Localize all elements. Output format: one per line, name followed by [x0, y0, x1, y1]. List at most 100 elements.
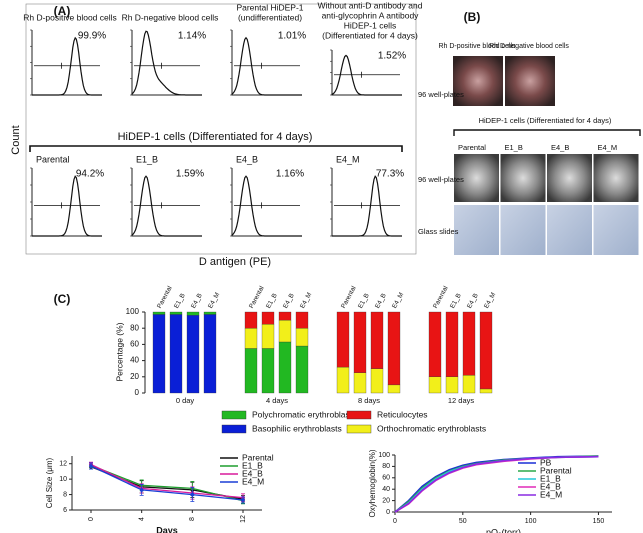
axis-label: D antigen (PE)	[199, 256, 271, 268]
point	[139, 488, 144, 492]
percent-label: 1.01%	[278, 31, 306, 42]
histogram-title: E4_M	[336, 154, 360, 164]
bar-segment	[203, 314, 217, 394]
photo	[454, 205, 499, 255]
bar-segment	[353, 372, 367, 394]
x-tick-label: E4_M	[207, 291, 221, 309]
photo	[593, 205, 639, 255]
x-tick-label: E1_B	[173, 292, 187, 309]
y-tick-label: 12	[59, 461, 67, 468]
point	[190, 492, 195, 497]
legend-label: Polychromatic erythroblasts	[252, 409, 356, 419]
bar-segment	[445, 376, 459, 394]
bar-segment	[244, 328, 258, 349]
x-tick-label: E4_B	[466, 292, 480, 309]
axis-label: Oxyhemoglobin(%)	[368, 449, 377, 517]
bar-segment	[462, 375, 476, 394]
legend-label: E4_M	[540, 489, 562, 499]
histogram-title: Without anti-D antibody and	[318, 0, 423, 10]
bar-segment	[186, 311, 200, 316]
bar-segment	[261, 311, 275, 325]
histogram-title: E4_B	[236, 154, 258, 164]
bar-segment	[370, 368, 384, 394]
y-tick-label: 40	[130, 356, 139, 365]
legend-swatch	[346, 424, 372, 434]
x-tick-label: 0	[393, 518, 397, 525]
y-tick-label: 0	[135, 388, 140, 397]
x-tick-label: Parental	[156, 285, 174, 310]
bar-segment	[278, 311, 292, 321]
y-tick-label: 80	[130, 323, 139, 332]
legend-label: Basophilic erythroblasts	[252, 423, 342, 433]
axes	[71, 456, 262, 511]
point	[89, 464, 93, 468]
bar-segment	[336, 311, 350, 368]
bar-segment	[387, 384, 401, 394]
x-tick-label: E4_M	[299, 291, 313, 309]
legend-label: E4_M	[242, 476, 264, 486]
legend-swatch	[221, 410, 247, 420]
histogram-curve	[331, 54, 402, 96]
bar-segment	[295, 345, 309, 394]
bar-segment	[479, 311, 493, 390]
percent-label: 99.9%	[78, 31, 106, 42]
group-bracket	[453, 129, 641, 136]
x-tick-label: 8	[189, 517, 196, 521]
histogram-curve	[131, 175, 202, 237]
photo-column-label: Parental	[458, 143, 486, 152]
series-line	[90, 463, 244, 499]
photo-column-label: Rh D-positive blood cells	[438, 43, 516, 50]
y-tick-label: 60	[130, 340, 139, 349]
bar-segment	[387, 311, 401, 386]
bar-segment	[479, 388, 493, 394]
legend-label: E1_B	[242, 460, 263, 470]
x-tick-label: E4_B	[282, 292, 296, 309]
bar-segment	[244, 311, 258, 329]
photo	[500, 205, 546, 255]
photo	[454, 154, 499, 202]
panel-label: (B)	[464, 10, 481, 24]
photo	[500, 154, 546, 202]
series-line	[394, 455, 599, 513]
bar-segment	[203, 311, 217, 315]
histogram-title: (Differentiated for 4 days)	[322, 30, 418, 40]
x-tick-label: E1_B	[357, 292, 371, 309]
bar-segment	[295, 311, 309, 329]
bar-segment	[295, 328, 309, 347]
histogram-title: Rh D-negative blood cells	[122, 12, 219, 22]
bar-segment	[186, 315, 200, 394]
photo	[547, 154, 592, 202]
row-label: Glass slides	[418, 227, 459, 236]
bar-segment	[261, 323, 275, 349]
bar-segment	[428, 376, 442, 394]
histogram-title: anti-glycophrin A antibody	[322, 10, 420, 20]
group-bracket	[29, 145, 403, 152]
axis-label: Count	[10, 125, 22, 154]
bar-segment	[353, 311, 367, 373]
photo	[547, 205, 592, 255]
series-line	[90, 466, 244, 500]
group-label: 12 days	[448, 396, 475, 405]
bar-segment	[169, 314, 183, 394]
x-tick-label: Parental	[340, 285, 358, 310]
histogram-title: HiDEP-1 cells	[344, 20, 396, 30]
bar-segment	[462, 311, 476, 376]
bar-segment	[244, 348, 258, 394]
group-label: 8 days	[358, 396, 380, 405]
group-label: 4 days	[266, 396, 288, 405]
legend-label: E4_B	[540, 481, 561, 491]
y-tick-label: 100	[126, 307, 140, 316]
legend-label: Parental	[540, 465, 572, 475]
legend-label: Reticulocytes	[377, 409, 428, 419]
photo-column-label: E4_B	[551, 143, 569, 152]
y-tick-label: 20	[382, 497, 390, 504]
x-tick-label: 50	[459, 518, 467, 525]
legend-label: E1_B	[540, 473, 561, 483]
panel-a-frame	[25, 3, 417, 255]
x-tick-label: E4_B	[374, 292, 388, 309]
percent-label: 1.59%	[176, 169, 204, 180]
group-label: 0 day	[176, 396, 195, 405]
bar-segment	[169, 311, 183, 315]
bar-segment	[370, 311, 384, 369]
percent-label: 1.52%	[378, 51, 406, 62]
